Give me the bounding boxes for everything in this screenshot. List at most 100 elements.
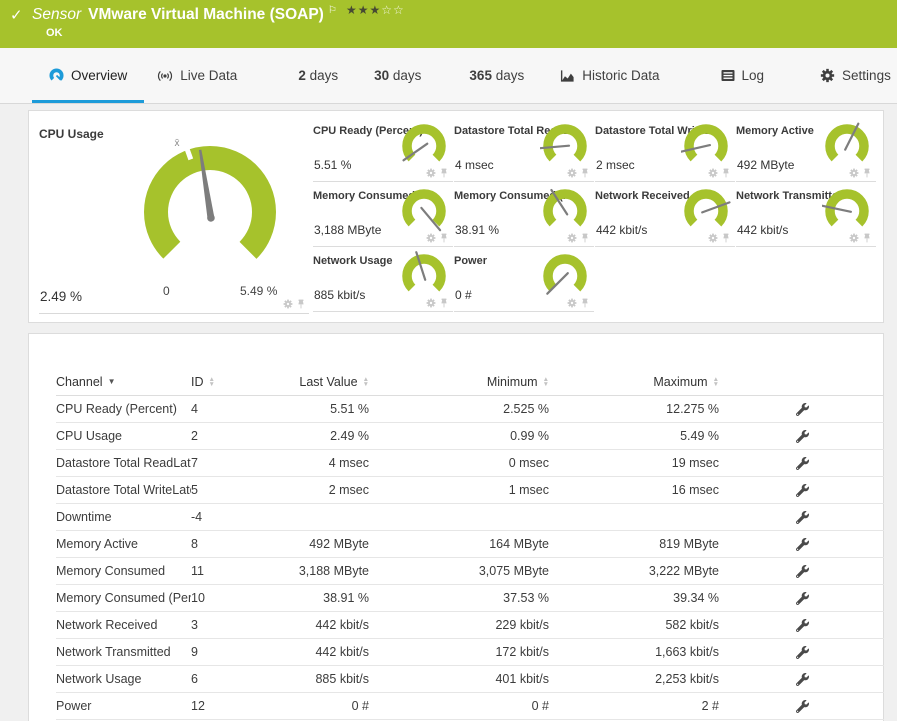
pin-icon[interactable] bbox=[580, 233, 590, 243]
cell-last-value: 4 msec bbox=[328, 456, 369, 470]
cell-channel[interactable]: Network Transmitted bbox=[56, 645, 171, 659]
gear-icon[interactable] bbox=[849, 233, 859, 243]
tab-365-days[interactable]: 365 days bbox=[466, 48, 527, 103]
gauge-card-network-usage: Network Usage 885 kbit/s bbox=[313, 248, 453, 312]
tab-overview[interactable]: Overview bbox=[31, 48, 145, 103]
channel-settings-button[interactable] bbox=[796, 537, 809, 551]
cell-last-value: 0 # bbox=[351, 699, 369, 713]
tab-bar: Overview Live Data 2 days 30 days 365 days Hi… bbox=[0, 48, 897, 104]
gauge-title: CPU Ready (Percent) bbox=[313, 125, 424, 137]
table-row-datastore-total-writelate[interactable]: Datastore Total WriteLate...5 2 msec 1 mse… bbox=[56, 477, 884, 504]
cell-maximum: 39.34 % bbox=[673, 591, 719, 605]
pin-icon[interactable] bbox=[721, 168, 731, 178]
gauges-panel: CPU Usage x̄ 2.49 % 0 5.49 % CPU Ready (… bbox=[28, 110, 884, 323]
table-row-memory-active[interactable]: Memory Active 8 492 MByte 164 MByte 819 MByt… bbox=[56, 531, 884, 558]
cell-channel[interactable]: Power bbox=[56, 699, 92, 713]
wrench-icon bbox=[796, 591, 809, 605]
table-row-cpu-ready-percent[interactable]: CPU Ready (Percent) 4 5.51 % 2.525 % 12.275 … bbox=[56, 396, 884, 423]
gauge-icon bbox=[49, 68, 64, 83]
table-row-network-usage[interactable]: Network Usage 6 885 kbit/s 401 kbit/s 2,253 … bbox=[56, 666, 884, 693]
table-row-datastore-total-readlate[interactable]: Datastore Total ReadLate...7 4 msec 0 msec… bbox=[56, 450, 884, 477]
column-header-channel[interactable]: Channel ▼ bbox=[56, 374, 116, 389]
table-row-network-received[interactable]: Network Received 3 442 kbit/s 229 kbit/s 582… bbox=[56, 612, 884, 639]
table-row-power[interactable]: Power 12 0 # 0 # 2 # bbox=[56, 693, 884, 720]
cell-channel[interactable]: Downtime bbox=[56, 510, 112, 524]
table-row-network-transmitted[interactable]: Network Transmitted 9 442 kbit/s 172 kbit/s… bbox=[56, 639, 884, 666]
sensor-status-badge: OK bbox=[46, 27, 63, 39]
channel-settings-button[interactable] bbox=[796, 591, 809, 605]
cell-last-value: 885 kbit/s bbox=[315, 672, 369, 686]
pin-icon[interactable] bbox=[862, 233, 872, 243]
cell-channel[interactable]: Datastore Total ReadLate... bbox=[56, 456, 191, 470]
table-row-memory-consumed-per[interactable]: Memory Consumed (Per... 10 38.91 % 37.53 % 3… bbox=[56, 585, 884, 612]
cell-maximum: 582 kbit/s bbox=[665, 618, 719, 632]
channel-settings-button[interactable] bbox=[796, 510, 809, 524]
tab-settings[interactable]: Settings bbox=[817, 48, 894, 103]
pin-icon[interactable] bbox=[439, 298, 449, 308]
tab-live-data[interactable]: Live Data bbox=[154, 48, 240, 103]
tab-log[interactable]: Log bbox=[718, 48, 768, 103]
cell-channel[interactable]: Datastore Total WriteLate... bbox=[56, 483, 191, 497]
cpu-usage-gauge: x̄ bbox=[144, 138, 276, 278]
sensor-category-label: Sensor bbox=[32, 6, 82, 24]
channel-settings-button[interactable] bbox=[796, 699, 809, 713]
cell-channel[interactable]: Memory Active bbox=[56, 537, 138, 551]
table-row-cpu-usage[interactable]: CPU Usage 2 2.49 % 0.99 % 5.49 % bbox=[56, 423, 884, 450]
column-header-last-value[interactable]: Last Value ▲ ▼ bbox=[299, 374, 369, 389]
gauge-card-power: Power 0 # bbox=[454, 248, 594, 312]
cell-channel[interactable]: CPU Usage bbox=[56, 429, 122, 443]
column-header-minimum[interactable]: Minimum ▲ ▼ bbox=[486, 374, 549, 389]
column-header-id[interactable]: ID ▲ ▼ bbox=[191, 374, 215, 389]
gauge-actions bbox=[567, 168, 590, 178]
gear-icon[interactable] bbox=[426, 298, 436, 308]
gear-icon[interactable] bbox=[708, 168, 718, 178]
cell-channel[interactable]: Memory Consumed (Per... bbox=[56, 591, 191, 605]
pin-icon[interactable] bbox=[721, 233, 731, 243]
gear-icon[interactable] bbox=[426, 168, 436, 178]
pin-icon[interactable] bbox=[580, 298, 590, 308]
priority-stars[interactable]: ★★★☆☆ bbox=[346, 3, 405, 17]
tab-historic-data[interactable]: Historic Data bbox=[557, 48, 662, 103]
gear-icon[interactable] bbox=[708, 233, 718, 243]
gear-icon[interactable] bbox=[849, 168, 859, 178]
cell-channel[interactable]: Network Usage bbox=[56, 672, 142, 686]
column-header-maximum[interactable]: Maximum ▲ ▼ bbox=[653, 374, 719, 389]
gear-icon[interactable] bbox=[567, 233, 577, 243]
gauge-value: 0 # bbox=[455, 288, 472, 302]
sensor-name[interactable]: VMware Virtual Machine (SOAP) bbox=[88, 6, 324, 24]
gear-icon[interactable] bbox=[283, 299, 293, 309]
cell-channel[interactable]: CPU Ready (Percent) bbox=[56, 402, 177, 416]
channel-settings-button[interactable] bbox=[796, 564, 809, 578]
tab-30-days[interactable]: 30 days bbox=[371, 48, 424, 103]
cell-maximum: 5.49 % bbox=[680, 429, 719, 443]
gauge-card-memory-active: Memory Active 492 MByte bbox=[736, 118, 876, 182]
channel-settings-button[interactable] bbox=[796, 483, 809, 497]
tab-2-days[interactable]: 2 days bbox=[295, 48, 341, 103]
cell-channel[interactable]: Memory Consumed bbox=[56, 564, 166, 578]
channel-settings-button[interactable] bbox=[796, 429, 809, 443]
channel-settings-button[interactable] bbox=[796, 456, 809, 470]
channel-settings-button[interactable] bbox=[796, 672, 809, 686]
channel-gauge bbox=[681, 124, 728, 168]
gear-icon[interactable] bbox=[426, 233, 436, 243]
pin-icon[interactable] bbox=[296, 299, 306, 309]
table-row-memory-consumed[interactable]: Memory Consumed 11 3,188 MByte 3,075 MByte 3… bbox=[56, 558, 884, 585]
pin-icon[interactable] bbox=[862, 168, 872, 178]
table-row-downtime[interactable]: Downtime -4 bbox=[56, 504, 884, 531]
tab-label: 30 days bbox=[374, 68, 422, 83]
channel-settings-button[interactable] bbox=[796, 402, 809, 416]
channel-settings-button[interactable] bbox=[796, 618, 809, 632]
pin-icon[interactable] bbox=[439, 233, 449, 243]
pin-icon[interactable] bbox=[580, 168, 590, 178]
gauge-title: Network Transmitted bbox=[736, 190, 845, 202]
flag-icon[interactable]: ⚐ bbox=[327, 5, 337, 16]
gear-icon[interactable] bbox=[567, 168, 577, 178]
log-icon bbox=[721, 69, 735, 82]
pin-icon[interactable] bbox=[439, 168, 449, 178]
gear-icon[interactable] bbox=[567, 298, 577, 308]
wrench-icon bbox=[796, 456, 809, 470]
tab-label: Overview bbox=[71, 68, 128, 83]
wrench-icon bbox=[796, 672, 809, 686]
channel-settings-button[interactable] bbox=[796, 645, 809, 659]
cell-channel[interactable]: Network Received bbox=[56, 618, 158, 632]
